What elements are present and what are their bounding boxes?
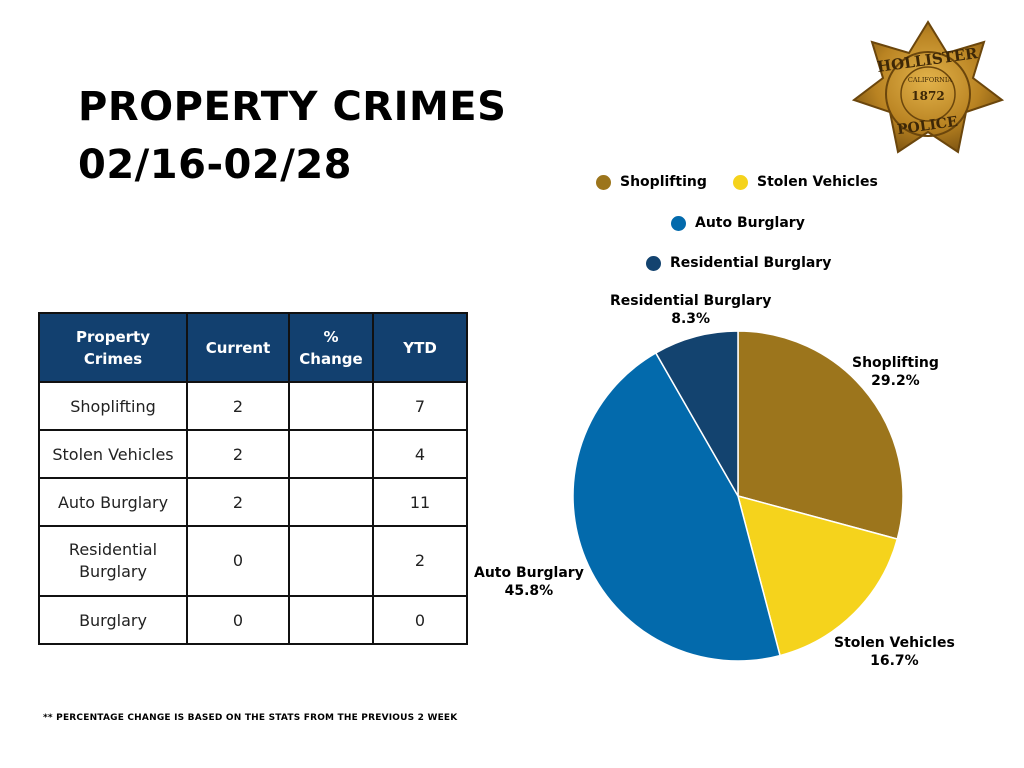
page-title: PROPERTY CRIMES 02/16-02/28 [78,78,506,194]
pie-slice-residential-burglary [654,330,739,499]
header-property-crimes: Property Crimes [38,312,188,383]
police-badge-logo: HOLLISTER CALIFORNIA 1872 POLICE [852,20,1004,154]
cell-current: 2 [186,429,290,479]
cell-crime: Stolen Vehicles [38,429,188,479]
slice-label-residential-burglary: Residential Burglary 8.3% [610,292,771,328]
legend-dot [646,255,661,271]
cell-crime: Burglary [38,595,188,645]
legend-item-auto-burglary: Auto Burglary [671,215,805,231]
legend-item-residential-burglary: Residential Burglary [646,255,831,271]
table-header-row: Property Crimes Current % Change YTD [38,312,468,383]
slice-label-shoplifting: Shoplifting 29.2% [852,354,939,390]
cell-current: 2 [186,477,290,527]
cell-change [288,381,374,431]
legend-label: Residential Burglary [670,255,832,271]
slice-label-value: 16.7% [870,653,919,669]
header-current: Current [186,312,290,383]
slice-label-name: Shoplifting [852,355,939,371]
slice-label-value: 45.8% [504,583,554,599]
badge-year-text: 1872 [911,89,944,103]
cell-ytd: 2 [372,525,468,597]
table-row: Auto Burglary 2 11 [38,477,468,527]
cell-crime: Auto Burglary [38,477,188,527]
cell-ytd: 7 [372,381,468,431]
header-ytd: YTD [372,312,468,383]
pie-chart [572,330,904,662]
legend-label: Auto Burglary [695,215,805,231]
slice-label-value: 29.2% [871,373,920,389]
title-line-2: 02/16-02/28 [78,142,352,188]
table-row: Shoplifting 2 7 [38,381,468,431]
cell-crime: Shoplifting [38,381,188,431]
cell-current: 2 [186,381,290,431]
cell-ytd: 11 [372,477,468,527]
cell-current: 0 [186,595,290,645]
pie-slice-auto-burglary [572,351,781,662]
property-crimes-table: Property Crimes Current % Change YTD Sho… [38,312,468,645]
cell-crime: Residential Burglary [38,525,188,597]
cell-ytd: 4 [372,429,468,479]
legend-dot [596,174,611,190]
cell-change [288,595,374,645]
pie-slice-shoplifting [737,330,904,540]
cell-ytd: 0 [372,595,468,645]
slice-label-name: Auto Burglary [474,565,584,581]
title-line-1: PROPERTY CRIMES [78,84,507,130]
table-row: Stolen Vehicles 2 4 [38,429,468,479]
table-row: Burglary 0 0 [38,595,468,645]
legend-dot [671,215,686,231]
cell-change [288,477,374,527]
legend-item-shoplifting: Shoplifting [596,174,707,190]
slice-label-stolen-vehicles: Stolen Vehicles 16.7% [834,634,955,670]
header-percent-change: % Change [288,312,374,383]
footnote: ** PERCENTAGE CHANGE IS BASED ON THE STA… [43,713,458,723]
legend-label: Shoplifting [620,174,707,190]
slice-label-value: 8.3% [671,311,711,327]
slice-label-auto-burglary: Auto Burglary 45.8% [474,564,584,600]
table-row: Residential Burglary 0 2 [38,525,468,597]
slice-label-name: Stolen Vehicles [834,635,955,651]
legend-dot [733,174,748,190]
cell-change [288,525,374,597]
badge-inner-ring [885,51,971,137]
slice-label-name: Residential Burglary [610,293,772,309]
legend-label: Stolen Vehicles [757,174,878,190]
legend-item-stolen-vehicles: Stolen Vehicles [733,174,878,190]
cell-change [288,429,374,479]
cell-current: 0 [186,525,290,597]
badge-star-shape [852,20,1004,154]
pie-slice-stolen-vehicles [736,494,899,657]
badge-state-text: CALIFORNIA [908,76,953,84]
